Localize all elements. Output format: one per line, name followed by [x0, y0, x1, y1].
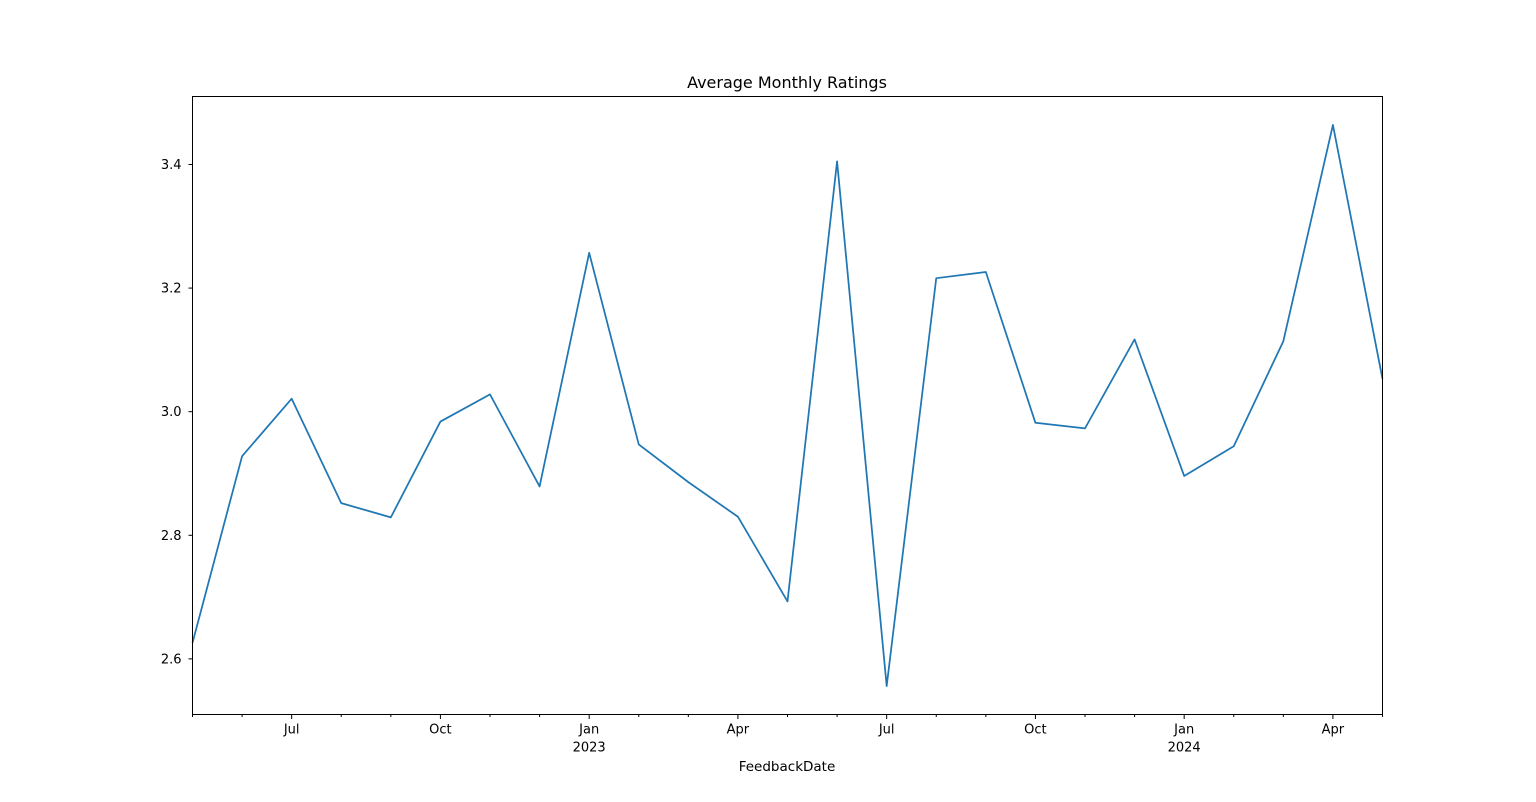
y-tick-label: 3.2: [161, 282, 182, 297]
x-tick-label: Jul: [283, 723, 300, 738]
chart-title: Average Monthly Ratings: [687, 73, 887, 92]
y-tick-label: 3.0: [161, 405, 182, 420]
x-tick-label: Apr: [1322, 723, 1345, 738]
series-layer: [191, 124, 1384, 687]
x-tick-label: Jan: [1173, 723, 1194, 738]
ticks-layer: 2.6 2.8 3.0 3.2 3.4 Jul Oct Jan 2023 Apr Jul Oct Jan…: [161, 158, 1383, 756]
y-tick-label: 3.4: [161, 158, 182, 173]
x-tick-year-label: 2023: [573, 741, 606, 756]
x-tick-year-label: 2024: [1168, 741, 1201, 756]
x-tick-label: Apr: [727, 723, 750, 738]
series-line-rating: [191, 124, 1384, 687]
x-tick-label: Oct: [429, 723, 451, 738]
x-tick-label: Jul: [878, 723, 895, 738]
y-tick-label: 2.6: [161, 652, 182, 667]
x-tick-label: Oct: [1024, 723, 1046, 738]
x-axis-title: FeedbackDate: [739, 759, 836, 775]
y-tick-label: 2.8: [161, 529, 182, 544]
x-tick-label: Jan: [578, 723, 599, 738]
plot-frame: [192, 96, 1383, 715]
